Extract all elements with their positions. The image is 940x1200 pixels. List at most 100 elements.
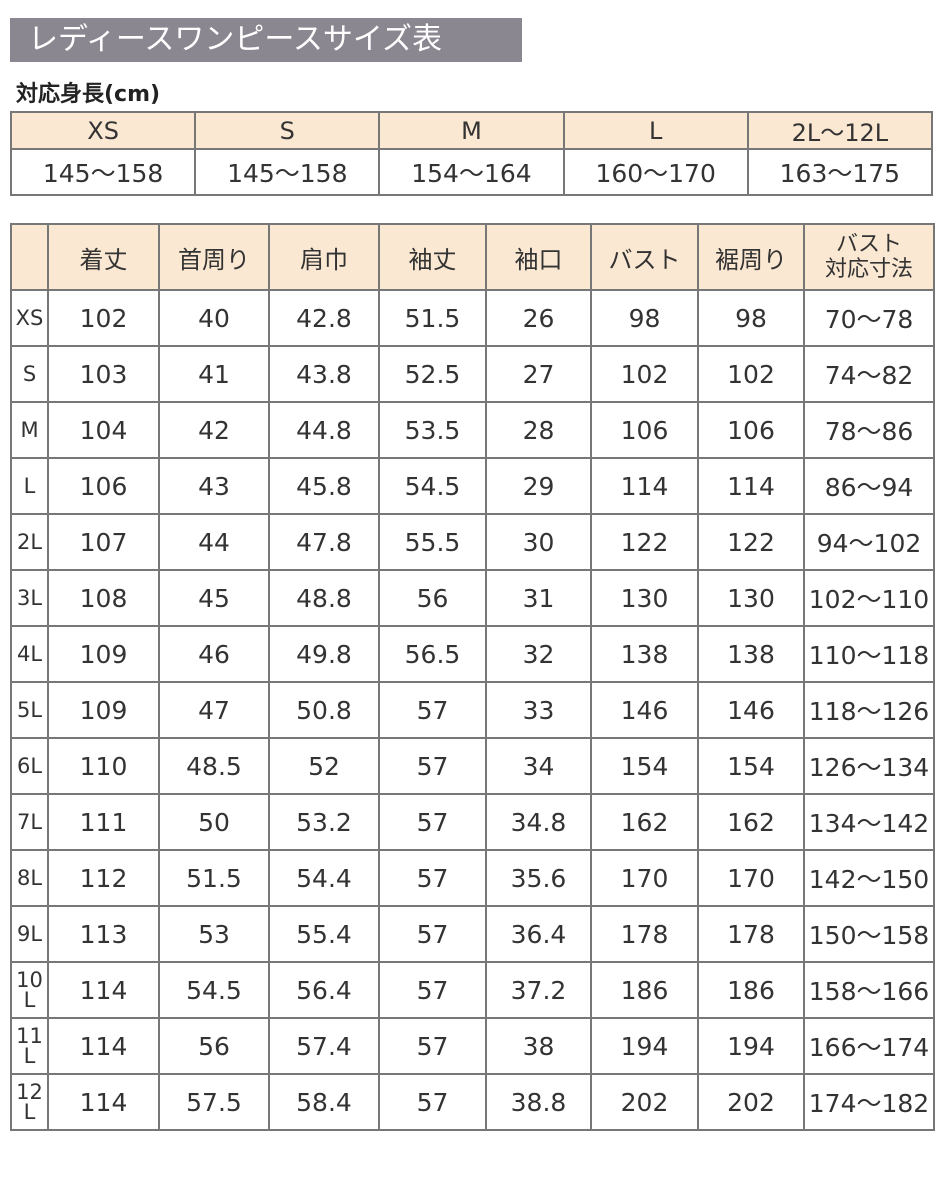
table-cell: 53.2 <box>268 793 380 851</box>
table-cell: 33 <box>485 681 592 739</box>
table-cell: 94〜102 <box>803 513 935 571</box>
column-header: 着丈 <box>47 223 160 291</box>
table-cell: 50 <box>158 793 270 851</box>
table-cell: 109 <box>47 681 160 739</box>
table-cell: 111 <box>47 793 160 851</box>
column-header: 袖口 <box>485 223 592 291</box>
table-row: 7L 111 50 53.2 57 34.8 162 162 134〜142 <box>10 793 935 851</box>
row-size-label: 12L <box>10 1073 49 1131</box>
table-cell: 54.5 <box>378 457 487 515</box>
table-cell: 44 <box>158 513 270 571</box>
table-cell: 55.4 <box>268 905 380 963</box>
table-cell: 40 <box>158 289 270 347</box>
table-cell: 78〜86 <box>803 401 935 459</box>
table-cell: 130 <box>590 569 699 627</box>
table-cell: 109 <box>47 625 160 683</box>
table-cell: 114 <box>47 1017 160 1075</box>
table-cell: 49.8 <box>268 625 380 683</box>
table-cell: 202 <box>590 1073 699 1131</box>
row-size-label: 2L <box>10 513 49 571</box>
table-cell: 34.8 <box>485 793 592 851</box>
column-header: バスト <box>590 223 699 291</box>
table-cell: 146 <box>590 681 699 739</box>
table-cell: 178 <box>590 905 699 963</box>
table-cell: 38.8 <box>485 1073 592 1131</box>
table-cell: 57 <box>378 737 487 795</box>
table-cell: 45.8 <box>268 457 380 515</box>
table-cell: 102〜110 <box>803 569 935 627</box>
table-cell: 170 <box>590 849 699 907</box>
table-cell: 102 <box>47 289 160 347</box>
table-cell: 106 <box>47 457 160 515</box>
table-cell: 114 <box>697 457 805 515</box>
page-title: レディースワンピースサイズ表 <box>10 18 522 62</box>
table-row: 12L 114 57.5 58.4 57 38.8 202 202 174〜182 <box>10 1073 935 1131</box>
row-size-label: 6L <box>10 737 49 795</box>
table-cell: 57 <box>378 1017 487 1075</box>
table-cell: 134〜142 <box>803 793 935 851</box>
table-cell: 47.8 <box>268 513 380 571</box>
table-cell: 52.5 <box>378 345 487 403</box>
table-cell: 118〜126 <box>803 681 935 739</box>
column-header: 首周り <box>158 223 270 291</box>
table-cell: 122 <box>697 513 805 571</box>
table-cell: 42.8 <box>268 289 380 347</box>
corner-cell <box>10 223 49 291</box>
table-cell: 31 <box>485 569 592 627</box>
table-cell: 70〜78 <box>803 289 935 347</box>
table-row: L 106 43 45.8 54.5 29 114 114 86〜94 <box>10 457 935 515</box>
table-cell: 57 <box>378 849 487 907</box>
table-cell: 110〜118 <box>803 625 935 683</box>
table-cell: 102 <box>590 345 699 403</box>
column-header: 肩巾 <box>268 223 380 291</box>
table-cell: 56 <box>378 569 487 627</box>
table-cell: 51.5 <box>378 289 487 347</box>
size-header: 2L〜12L <box>746 111 934 150</box>
column-header: バスト 対応寸法 <box>803 223 935 291</box>
table-row: 3L 108 45 48.8 56 31 130 130 102〜110 <box>10 569 935 627</box>
size-header: M <box>378 111 565 150</box>
table-cell: 154 <box>590 737 699 795</box>
table-cell: 178 <box>697 905 805 963</box>
table-row: 11L 114 56 57.4 57 38 194 194 166〜174 <box>10 1017 935 1075</box>
table-cell: 114 <box>47 961 160 1019</box>
row-size-label: XS <box>10 289 49 347</box>
table-cell: 114 <box>47 1073 160 1131</box>
row-size-label: 8L <box>10 849 49 907</box>
row-size-label: 11L <box>10 1017 49 1075</box>
size-header: L <box>562 111 749 150</box>
height-table-header: XS S M L 2L〜12L <box>9 111 934 150</box>
row-size-label: L <box>10 457 49 515</box>
table-cell: 32 <box>485 625 592 683</box>
height-label: 対応身長(cm) <box>16 82 161 107</box>
table-cell: 113 <box>47 905 160 963</box>
table-cell: 74〜82 <box>803 345 935 403</box>
table-row: 10L 114 54.5 56.4 57 37.2 186 186 158〜166 <box>10 961 935 1019</box>
row-size-label: 4L <box>10 625 49 683</box>
table-cell: 170 <box>697 849 805 907</box>
table-cell: 98 <box>697 289 805 347</box>
table-row: S 103 41 43.8 52.5 27 102 102 74〜82 <box>10 345 935 403</box>
table-cell: 57.5 <box>158 1073 270 1131</box>
table-cell: 57 <box>378 1073 487 1131</box>
table-cell: 186 <box>697 961 805 1019</box>
table-cell: 46 <box>158 625 270 683</box>
table-cell: 98 <box>590 289 699 347</box>
size-table: 着丈 首周り 肩巾 袖丈 袖口 バスト 裾周り バスト 対応寸法 XS 102 40 42.8 51.… <box>10 223 935 1131</box>
table-cell: 154 <box>697 737 805 795</box>
table-cell: 48.5 <box>158 737 270 795</box>
table-cell: 162 <box>697 793 805 851</box>
table-row: 5L 109 47 50.8 57 33 146 146 118〜126 <box>10 681 935 739</box>
table-cell: 34 <box>485 737 592 795</box>
row-size-label: 10L <box>10 961 49 1019</box>
table-cell: 126〜134 <box>803 737 935 795</box>
table-cell: 43 <box>158 457 270 515</box>
table-cell: 42 <box>158 401 270 459</box>
table-cell: 54.5 <box>158 961 270 1019</box>
table-cell: 166〜174 <box>803 1017 935 1075</box>
table-cell: 194 <box>697 1017 805 1075</box>
table-cell: 103 <box>47 345 160 403</box>
table-cell: 36.4 <box>485 905 592 963</box>
table-cell: 86〜94 <box>803 457 935 515</box>
height-range: 160〜170 <box>562 148 749 196</box>
